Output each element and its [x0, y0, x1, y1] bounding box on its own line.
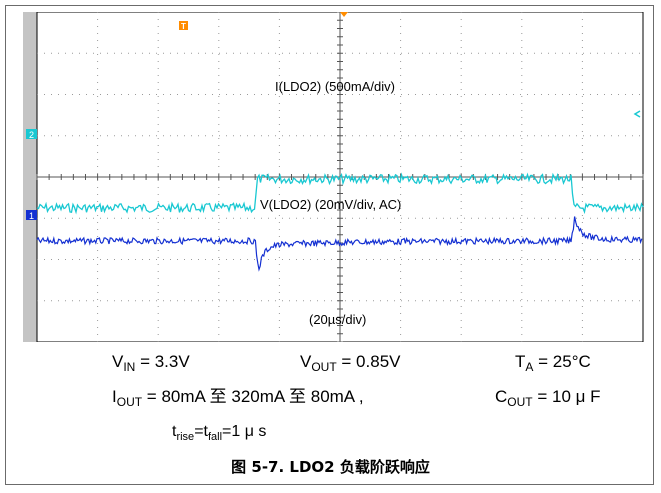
ch2-offset-arrow-icon	[633, 110, 641, 118]
figure-frame	[5, 5, 654, 485]
voltage-trace	[36, 216, 643, 272]
ta-condition: TA = 25°C	[515, 352, 591, 374]
trigger-position-icon	[340, 12, 348, 17]
trace-labels: I(LDO2) (500mA/div) V(LDO2) (20mV/div, A…	[260, 79, 401, 327]
vin-condition: VIN = 3.3V	[112, 352, 190, 374]
voltage-trace-label: V(LDO2) (20mV/div, AC)	[260, 197, 401, 212]
ch1-marker-text: 1	[29, 211, 34, 221]
figure-title: 图 5-7. LDO2 负载阶跃响应	[231, 458, 430, 476]
cout-condition: COUT = 10 μ F	[495, 387, 601, 409]
vout-condition: VOUT = 0.85V	[300, 352, 401, 374]
ch2-marker-text: 2	[29, 130, 34, 140]
rise-fall-condition: trise=tfall=1 μ s	[172, 423, 267, 443]
trigger-marker-text: T	[181, 22, 186, 31]
grid	[37, 12, 643, 342]
time-scale-label: (20µs/div)	[309, 312, 366, 327]
ch2-marker: 2	[26, 129, 37, 140]
current-trace	[36, 172, 644, 215]
trigger-marker: T	[179, 21, 188, 31]
left-gutter	[23, 12, 37, 342]
oscilloscope-plot: I(LDO2) (500mA/div) V(LDO2) (20mV/div, A…	[23, 12, 644, 342]
ch1-marker: 1	[26, 210, 37, 221]
current-trace-label: I(LDO2) (500mA/div)	[275, 79, 395, 94]
iout-condition: IOUT = 80mA 至 320mA 至 80mA ,	[112, 387, 364, 409]
